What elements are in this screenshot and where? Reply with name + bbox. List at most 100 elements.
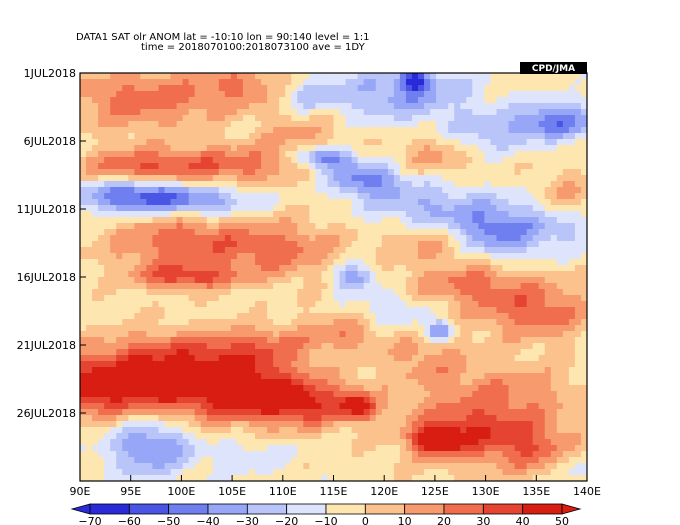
heatmap-cell xyxy=(484,403,491,410)
heatmap-cell xyxy=(225,133,232,140)
heatmap-cell xyxy=(140,295,147,302)
heatmap-cell xyxy=(171,85,178,92)
heatmap-cell xyxy=(279,115,286,122)
heatmap-cell xyxy=(86,151,93,158)
heatmap-cell xyxy=(219,205,226,212)
heatmap-cell xyxy=(430,127,437,134)
heatmap-cell xyxy=(128,355,135,362)
heatmap-cell xyxy=(116,355,123,362)
heatmap-cell xyxy=(509,175,516,182)
heatmap-cell xyxy=(237,109,244,116)
heatmap-cell xyxy=(303,139,310,146)
heatmap-cell xyxy=(412,109,419,116)
heatmap-cell xyxy=(442,217,449,224)
heatmap-cell xyxy=(140,331,147,338)
heatmap-cell xyxy=(189,127,196,134)
heatmap-cell xyxy=(551,271,558,278)
heatmap-cell xyxy=(376,127,383,134)
heatmap-cell xyxy=(165,247,172,254)
heatmap-cell xyxy=(358,373,365,380)
heatmap-cell xyxy=(478,145,485,152)
heatmap-cell xyxy=(490,343,497,350)
heatmap-cell xyxy=(134,193,141,200)
heatmap-cell xyxy=(92,373,99,380)
heatmap-cell xyxy=(430,403,437,410)
heatmap-cell xyxy=(533,127,540,134)
heatmap-cell xyxy=(569,205,576,212)
heatmap-cell xyxy=(315,79,322,86)
heatmap-cell xyxy=(273,349,280,356)
heatmap-cell xyxy=(261,289,268,296)
heatmap-cell xyxy=(201,325,208,332)
heatmap-cell xyxy=(140,121,147,128)
heatmap-cell xyxy=(86,199,93,206)
heatmap-cell xyxy=(261,73,268,80)
heatmap-cell xyxy=(201,409,208,416)
heatmap-cell xyxy=(152,271,159,278)
heatmap-cell xyxy=(533,145,540,152)
heatmap-cell xyxy=(140,277,147,284)
heatmap-cell xyxy=(472,385,479,392)
heatmap-cell xyxy=(430,277,437,284)
heatmap-cell xyxy=(327,355,334,362)
heatmap-cell xyxy=(321,121,328,128)
heatmap-cell xyxy=(152,211,159,218)
heatmap-cell xyxy=(110,139,117,146)
heatmap-cell xyxy=(551,253,558,260)
heatmap-cell xyxy=(195,427,202,434)
heatmap-cell xyxy=(509,421,516,428)
heatmap-cell xyxy=(545,367,552,374)
heatmap-cell xyxy=(521,307,528,314)
heatmap-cell xyxy=(466,181,473,188)
heatmap-cell xyxy=(563,85,570,92)
heatmap-cell xyxy=(86,211,93,218)
heatmap-cell xyxy=(334,367,341,374)
heatmap-cell xyxy=(92,343,99,350)
heatmap-cell xyxy=(207,127,214,134)
heatmap-cell xyxy=(273,145,280,152)
heatmap-cell xyxy=(291,385,298,392)
heatmap-cell xyxy=(201,301,208,308)
heatmap-cell xyxy=(551,181,558,188)
heatmap-cell xyxy=(243,73,250,80)
heatmap-cell xyxy=(183,355,190,362)
heatmap-cell xyxy=(503,355,510,362)
heatmap-cell xyxy=(340,307,347,314)
heatmap-cell xyxy=(158,127,165,134)
heatmap-cell xyxy=(370,301,377,308)
heatmap-cell xyxy=(484,259,491,266)
heatmap-cell xyxy=(334,235,341,242)
heatmap-cell xyxy=(527,265,534,272)
heatmap-cell xyxy=(285,385,292,392)
heatmap-cell xyxy=(171,385,178,392)
heatmap-cell xyxy=(563,229,570,236)
heatmap-cell xyxy=(177,361,184,368)
heatmap-cell xyxy=(466,403,473,410)
heatmap-cell xyxy=(80,289,87,296)
heatmap-cell xyxy=(267,247,274,254)
heatmap-cell xyxy=(490,325,497,332)
heatmap-cell xyxy=(406,145,413,152)
heatmap-cell xyxy=(243,367,250,374)
heatmap-cell xyxy=(104,133,111,140)
heatmap-cell xyxy=(237,283,244,290)
heatmap-cell xyxy=(412,259,419,266)
heatmap-cell xyxy=(484,127,491,134)
heatmap-cell xyxy=(327,133,334,140)
heatmap-cell xyxy=(98,355,105,362)
heatmap-cell xyxy=(231,373,238,380)
heatmap-cell xyxy=(400,319,407,326)
heatmap-cell xyxy=(116,205,123,212)
heatmap-cell xyxy=(448,121,455,128)
heatmap-cell xyxy=(128,415,135,422)
heatmap-cell xyxy=(364,301,371,308)
heatmap-cell xyxy=(273,127,280,134)
heatmap-cell xyxy=(297,241,304,248)
heatmap-cell xyxy=(158,91,165,98)
heatmap-cell xyxy=(110,85,117,92)
heatmap-cell xyxy=(291,421,298,428)
heatmap-cell xyxy=(370,79,377,86)
heatmap-cell xyxy=(394,385,401,392)
heatmap-cell xyxy=(195,115,202,122)
heatmap-cell xyxy=(213,373,220,380)
